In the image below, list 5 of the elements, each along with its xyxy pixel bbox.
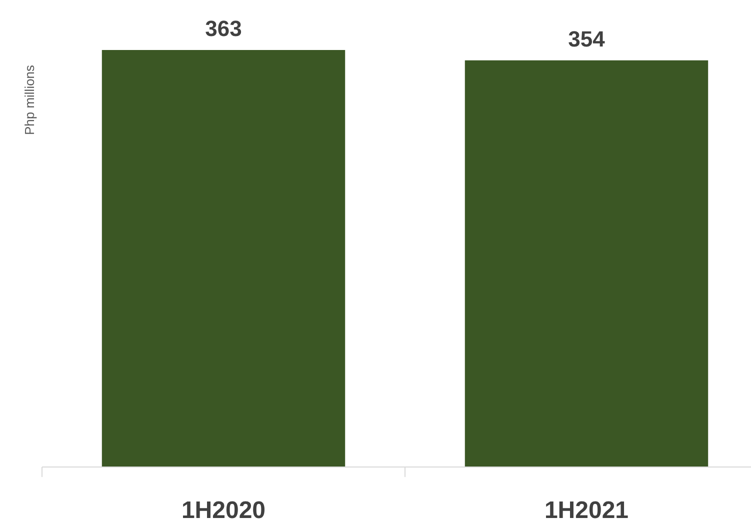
x-tick-label: 1H2021 [544,497,629,524]
data-label: 354 [568,26,606,52]
y-axis-title: Php millions [22,64,37,136]
x-tick-label: 1H2020 [181,497,266,524]
data-label: 363 [205,16,242,41]
